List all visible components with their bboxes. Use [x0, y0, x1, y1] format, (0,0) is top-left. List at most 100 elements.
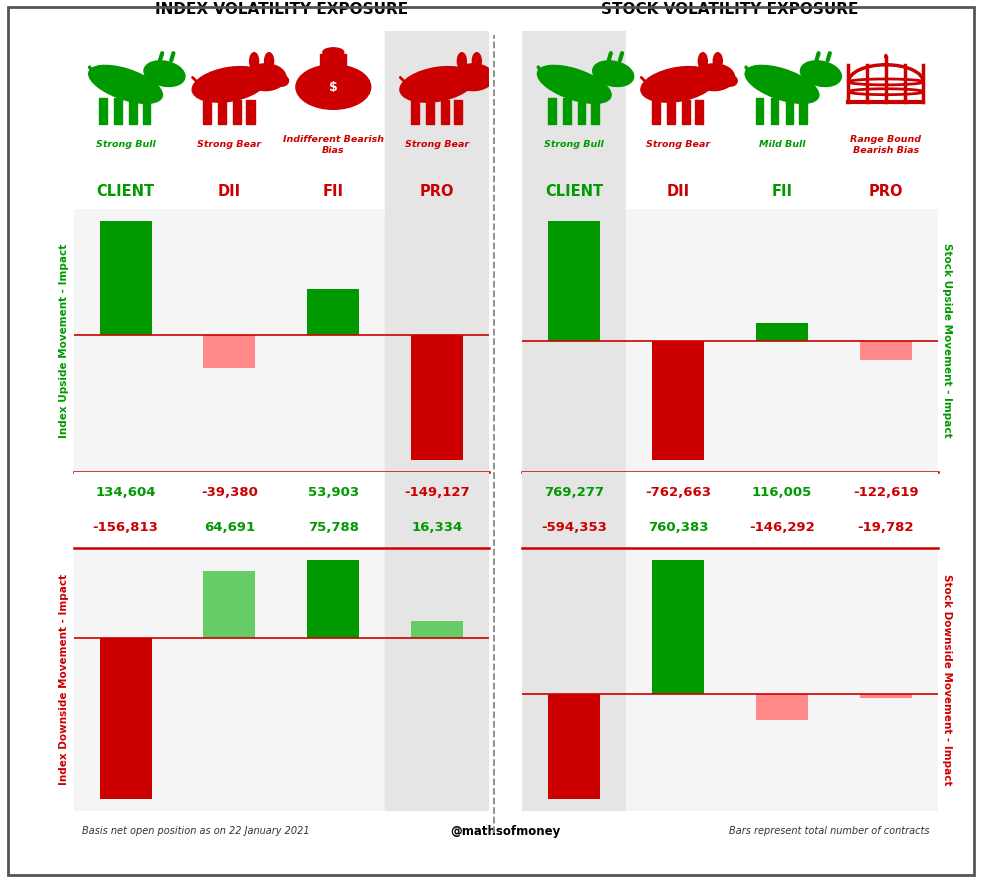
- Bar: [522, 209, 627, 472]
- Text: CLIENT: CLIENT: [545, 183, 603, 198]
- Bar: [756, 98, 763, 124]
- Ellipse shape: [453, 64, 494, 91]
- Bar: [695, 100, 703, 124]
- Bar: [74, 472, 178, 548]
- Bar: [99, 98, 107, 124]
- Text: 16,334: 16,334: [411, 521, 463, 534]
- Bar: [522, 31, 627, 209]
- Text: Strong Bull: Strong Bull: [544, 140, 604, 149]
- Text: 53,903: 53,903: [307, 486, 358, 499]
- Bar: [203, 572, 255, 638]
- Text: FII: FII: [323, 183, 344, 198]
- Ellipse shape: [192, 66, 267, 102]
- Circle shape: [885, 55, 887, 58]
- Bar: [218, 100, 226, 124]
- Bar: [320, 54, 347, 66]
- Ellipse shape: [745, 65, 819, 103]
- Text: -156,813: -156,813: [92, 521, 158, 534]
- Text: PRO: PRO: [420, 183, 455, 198]
- Bar: [730, 548, 834, 811]
- Bar: [454, 100, 463, 124]
- Bar: [860, 694, 912, 698]
- Text: DII: DII: [667, 183, 689, 198]
- Bar: [548, 221, 600, 341]
- Text: -146,292: -146,292: [749, 521, 815, 534]
- Text: Mild Bull: Mild Bull: [759, 140, 805, 149]
- Ellipse shape: [724, 76, 737, 86]
- Bar: [178, 31, 282, 209]
- Text: Strong Bear: Strong Bear: [646, 140, 710, 149]
- Bar: [441, 100, 449, 124]
- Bar: [142, 98, 150, 124]
- Y-axis label: Stock Downside Movement - Impact: Stock Downside Movement - Impact: [942, 574, 952, 785]
- Bar: [114, 98, 122, 124]
- Ellipse shape: [800, 61, 842, 86]
- Bar: [411, 334, 464, 460]
- Ellipse shape: [641, 66, 716, 102]
- Bar: [756, 323, 808, 341]
- Ellipse shape: [144, 61, 185, 86]
- Ellipse shape: [713, 53, 723, 70]
- Ellipse shape: [698, 53, 707, 70]
- Bar: [771, 98, 779, 124]
- Bar: [74, 209, 178, 472]
- Text: Range Bound
Bearish Bias: Range Bound Bearish Bias: [850, 135, 921, 154]
- Bar: [627, 31, 730, 209]
- Bar: [203, 334, 255, 368]
- Bar: [563, 98, 571, 124]
- Bar: [282, 472, 385, 548]
- Ellipse shape: [537, 65, 611, 103]
- Text: 769,277: 769,277: [544, 486, 604, 499]
- Text: STOCK VOLATILITY EXPOSURE: STOCK VOLATILITY EXPOSURE: [601, 2, 859, 17]
- Ellipse shape: [323, 48, 344, 56]
- Bar: [307, 560, 359, 638]
- Text: -594,353: -594,353: [541, 521, 607, 534]
- Bar: [178, 548, 282, 811]
- Bar: [99, 221, 151, 334]
- Text: Strong Bear: Strong Bear: [197, 140, 261, 149]
- Bar: [74, 548, 178, 811]
- Bar: [627, 209, 730, 472]
- Bar: [282, 209, 385, 472]
- Bar: [282, 31, 385, 209]
- Bar: [178, 209, 282, 472]
- Text: Basis net open position as on 22 January 2021: Basis net open position as on 22 January…: [82, 826, 310, 836]
- Text: 760,383: 760,383: [648, 521, 708, 534]
- Bar: [522, 548, 627, 811]
- Ellipse shape: [275, 76, 289, 86]
- Text: Bars represent total number of contracts: Bars represent total number of contracts: [729, 826, 929, 836]
- Bar: [652, 341, 704, 460]
- Bar: [834, 548, 938, 811]
- Ellipse shape: [264, 53, 274, 70]
- Bar: [548, 694, 600, 799]
- Bar: [786, 98, 793, 124]
- Ellipse shape: [88, 65, 162, 103]
- Text: 64,691: 64,691: [204, 521, 255, 534]
- Bar: [233, 100, 241, 124]
- Bar: [307, 289, 359, 334]
- Bar: [834, 31, 938, 209]
- Ellipse shape: [245, 64, 286, 91]
- Bar: [627, 548, 730, 811]
- Bar: [834, 472, 938, 548]
- Text: -39,380: -39,380: [201, 486, 258, 499]
- Bar: [385, 31, 489, 209]
- Text: 75,788: 75,788: [307, 521, 358, 534]
- Bar: [411, 621, 464, 638]
- Bar: [99, 638, 151, 799]
- Bar: [385, 548, 489, 811]
- Ellipse shape: [483, 76, 496, 86]
- Text: CLIENT: CLIENT: [96, 183, 154, 198]
- Bar: [548, 98, 556, 124]
- Text: 134,604: 134,604: [95, 486, 156, 499]
- Bar: [410, 100, 419, 124]
- Text: -149,127: -149,127: [405, 486, 470, 499]
- Bar: [282, 548, 385, 811]
- Ellipse shape: [400, 66, 474, 102]
- Text: $: $: [329, 80, 338, 93]
- Text: INDEX VOLATILITY EXPOSURE: INDEX VOLATILITY EXPOSURE: [155, 2, 408, 17]
- Bar: [522, 472, 627, 548]
- Bar: [130, 98, 136, 124]
- Text: DII: DII: [218, 183, 241, 198]
- Bar: [385, 209, 489, 472]
